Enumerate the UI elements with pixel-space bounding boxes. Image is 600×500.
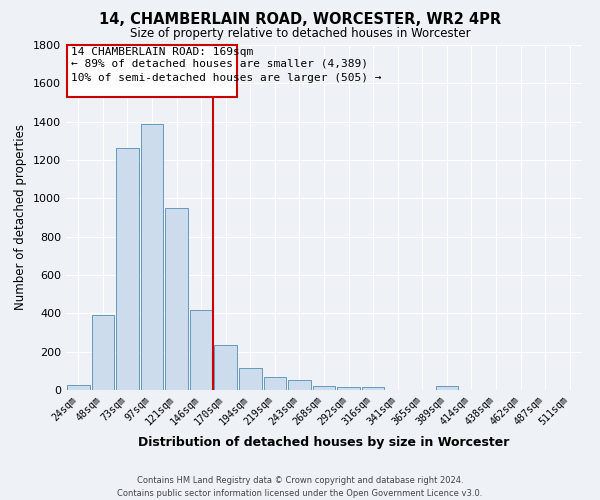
Text: 10% of semi-detached houses are larger (505) →: 10% of semi-detached houses are larger (… <box>71 73 382 83</box>
Bar <box>239 368 262 390</box>
Bar <box>263 376 286 390</box>
Bar <box>313 386 335 390</box>
Text: ← 89% of detached houses are smaller (4,389): ← 89% of detached houses are smaller (4,… <box>71 58 368 68</box>
Bar <box>165 208 188 390</box>
X-axis label: Distribution of detached houses by size in Worcester: Distribution of detached houses by size … <box>139 436 509 448</box>
Bar <box>92 316 114 390</box>
Bar <box>337 387 360 390</box>
Text: 14 CHAMBERLAIN ROAD: 169sqm: 14 CHAMBERLAIN ROAD: 169sqm <box>71 47 253 57</box>
Bar <box>140 124 163 390</box>
Y-axis label: Number of detached properties: Number of detached properties <box>14 124 28 310</box>
Bar <box>288 380 311 390</box>
Bar <box>362 387 385 390</box>
Text: 14, CHAMBERLAIN ROAD, WORCESTER, WR2 4PR: 14, CHAMBERLAIN ROAD, WORCESTER, WR2 4PR <box>99 12 501 28</box>
Bar <box>190 310 212 390</box>
Text: Size of property relative to detached houses in Worcester: Size of property relative to detached ho… <box>130 28 470 40</box>
Bar <box>214 345 237 390</box>
Bar <box>116 148 139 390</box>
FancyBboxPatch shape <box>67 45 237 97</box>
Text: Contains HM Land Registry data © Crown copyright and database right 2024.
Contai: Contains HM Land Registry data © Crown c… <box>118 476 482 498</box>
Bar <box>436 386 458 390</box>
Bar <box>67 385 89 390</box>
